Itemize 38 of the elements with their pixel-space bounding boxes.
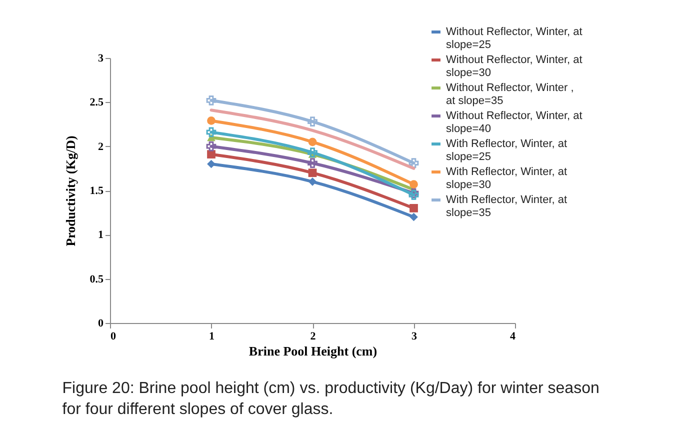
y-axis-title: Productivity (Kg/D) [62,136,78,246]
point [206,95,216,106]
y-tick-label: 2 [98,140,104,153]
legend-label: With Reflector, Winter, at slope=25 [446,138,568,163]
point [207,150,216,158]
point [308,168,317,178]
y-tick-label: 3 [98,52,104,64]
legend-label: Without Reflector, Winter, at slope=25 [446,26,582,51]
legend-label: Without Reflector, Winter, at slope=30 [446,54,582,79]
point [206,127,216,138]
point [207,160,216,168]
y-tick-label: 0 [98,318,104,330]
x-tick-label: 1 [209,330,214,342]
point [410,212,418,222]
point [410,204,418,212]
point [410,180,418,188]
legend-label: With Reflector, Winter, at slope=35 [446,194,568,219]
point [308,158,318,168]
y-tick-label: 0.5 [90,273,104,286]
point [308,148,318,158]
legend-label: Without Reflector, Winter, at slope=40 [446,110,582,135]
point [408,158,419,168]
x-tick-label: 2 [310,330,316,342]
point [206,141,216,152]
y-tick-label: 1.5 [90,185,104,197]
x-tick-label: 4 [510,330,516,342]
point [308,116,318,127]
point [308,177,317,186]
legend-label: With Reflector, Winter, at slope=30 [446,166,568,191]
y-tick-label: 2.5 [90,96,104,109]
legend-label: Without Reflector, Winter , at slope=35 [446,82,574,107]
point [207,116,216,125]
x-axis-title: Brine Pool Height (cm) [248,344,378,358]
x-tick-label: 3 [412,330,418,342]
y-tick-label: 1 [98,229,104,242]
x-tick-label: 0 [110,330,116,342]
point [308,138,317,146]
caption: Figure 20: Brine pool height (cm) vs. productivity (Kg/Day) for winter season for four different slopes of cover glass. [62,380,600,418]
